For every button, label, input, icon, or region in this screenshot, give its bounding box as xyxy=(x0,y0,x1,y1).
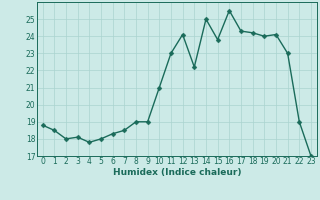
X-axis label: Humidex (Indice chaleur): Humidex (Indice chaleur) xyxy=(113,168,241,177)
